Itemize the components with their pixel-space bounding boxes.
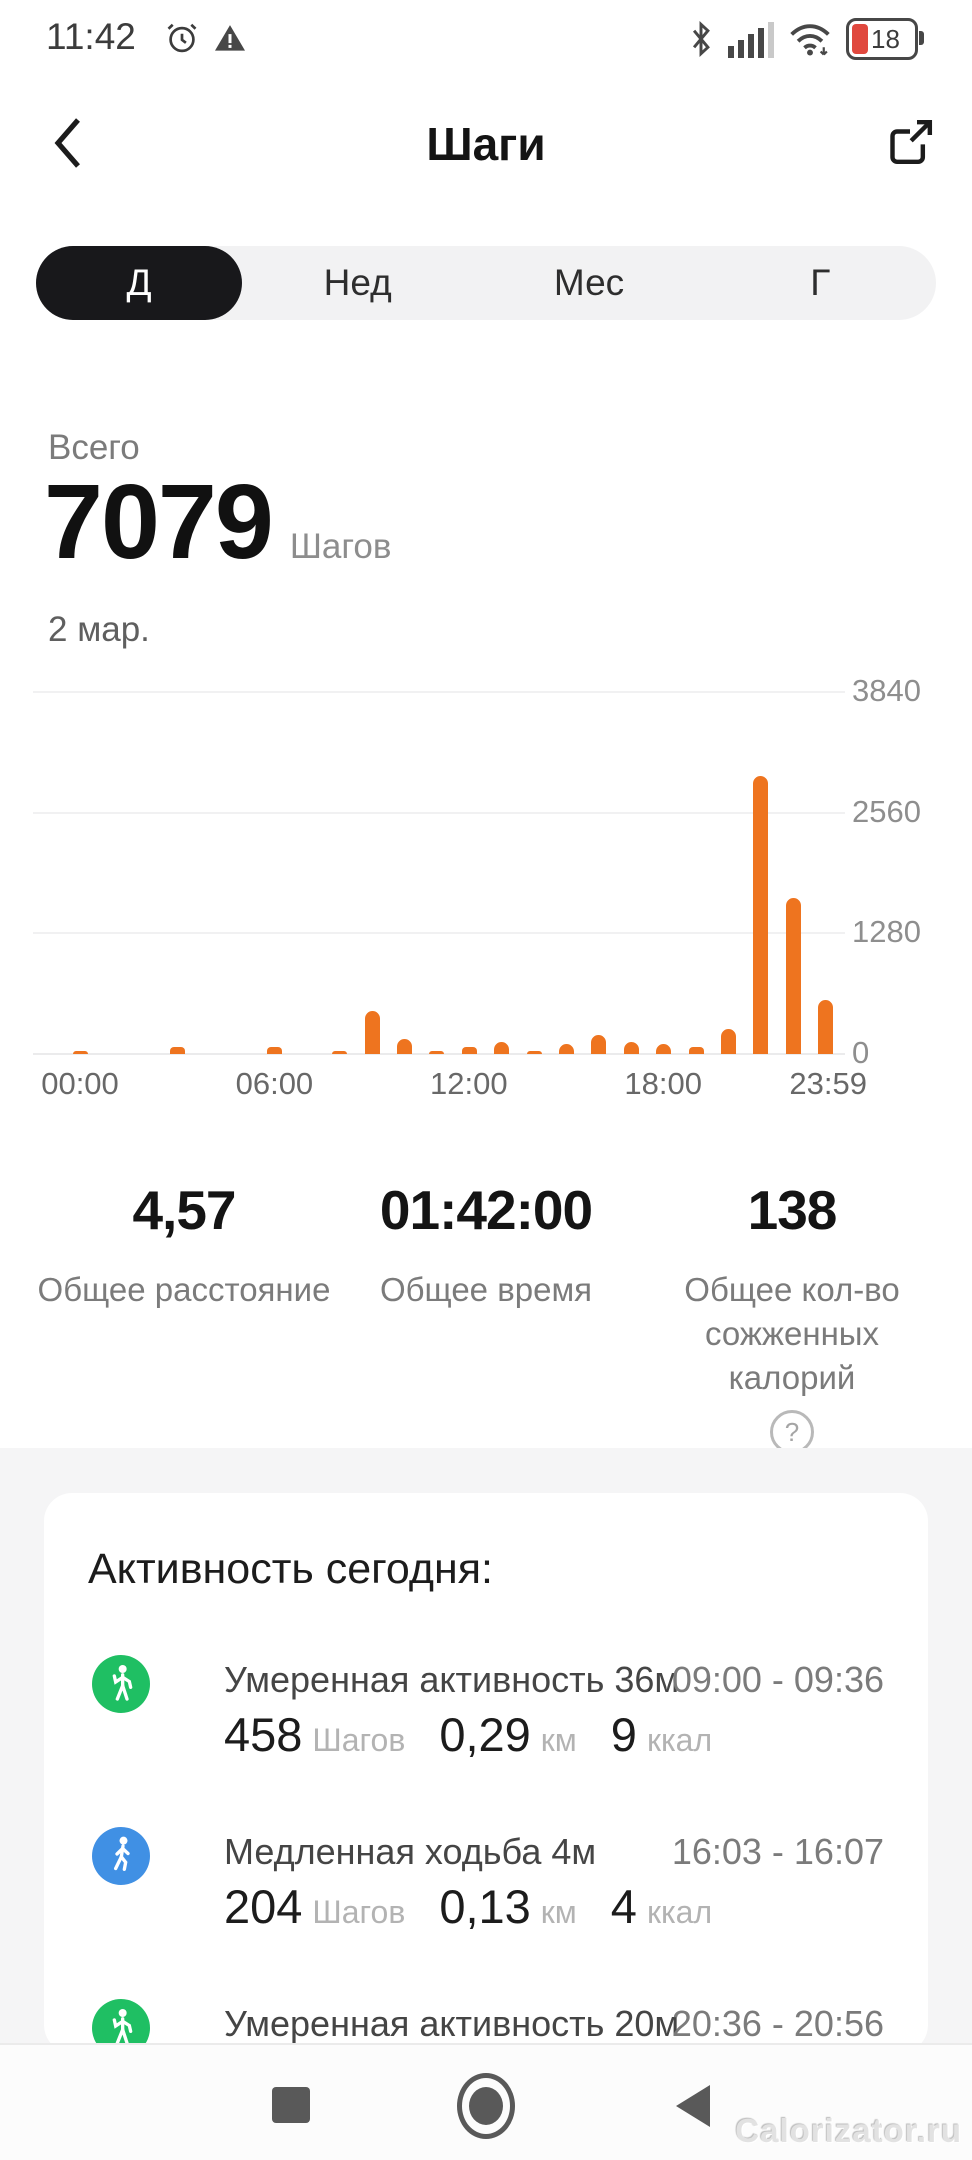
total-steps-value: 7079 bbox=[44, 463, 274, 581]
chart-bar bbox=[785, 898, 801, 1054]
tab-month[interactable]: Мес bbox=[553, 262, 625, 303]
activity-distance-unit: км bbox=[540, 1894, 577, 1930]
chart-y-tick: 1280 bbox=[852, 914, 921, 950]
chart-x-axis: 00:00 06:00 12:00 18:00 23:59 bbox=[0, 1066, 972, 1106]
chart-bar bbox=[267, 1047, 283, 1054]
alarm-icon bbox=[164, 20, 200, 56]
chart-x-tick: 18:00 bbox=[624, 1066, 702, 1101]
activity-distance: 0,13 bbox=[439, 1880, 531, 1933]
back-triangle-icon[interactable] bbox=[676, 2085, 710, 2127]
chart-bar bbox=[332, 1051, 348, 1054]
chart-y-tick: 0 bbox=[852, 1035, 870, 1070]
total-steps-unit: Шагов bbox=[289, 527, 392, 566]
activity-steps: 204 bbox=[224, 1880, 303, 1933]
activity-title: Умеренная активность 36м bbox=[224, 1659, 680, 1700]
total-distance: 4,57 Общее расстояние bbox=[14, 1178, 354, 1312]
chart-bar bbox=[364, 1011, 380, 1054]
chart-bar bbox=[559, 1044, 574, 1054]
activity-time: 16:03 - 16:07 bbox=[671, 1831, 884, 1872]
activity-stats: 204 Шагов 0,13 км 4 ккал bbox=[224, 1879, 712, 1934]
activity-card-title: Активность сегодня: bbox=[88, 1545, 493, 1593]
tab-day[interactable]: Д bbox=[36, 246, 242, 320]
total-time: 01:42:00 Общее время bbox=[316, 1178, 656, 1312]
activity-distance-unit: км bbox=[540, 1722, 577, 1758]
chart-bar bbox=[170, 1047, 186, 1054]
chart-gridline bbox=[33, 811, 845, 814]
total-calories-value: 138 bbox=[747, 1179, 838, 1241]
activity-calories: 4 bbox=[610, 1880, 637, 1933]
chart-bar bbox=[461, 1047, 477, 1054]
chart-bar bbox=[818, 1000, 834, 1054]
chart-bar bbox=[623, 1042, 639, 1054]
chart-bar bbox=[526, 1051, 542, 1054]
total-label: Всего bbox=[48, 428, 140, 467]
chart-x-tick: 23:59 bbox=[789, 1066, 867, 1101]
home-circle-icon[interactable] bbox=[457, 2073, 515, 2139]
status-icons: 18 bbox=[688, 18, 924, 60]
slow-walk-icon bbox=[92, 1827, 150, 1885]
activity-steps: 458 bbox=[224, 1708, 303, 1761]
steps-bar-chart: 0 1280 2560 3840 bbox=[0, 673, 972, 1070]
total-calories: 138 Общее кол-во сожженных калорий ? bbox=[622, 1178, 962, 1454]
chart-bar bbox=[397, 1039, 412, 1054]
battery-icon: 18 bbox=[846, 18, 924, 60]
total-time-value: 01:42:00 bbox=[379, 1179, 593, 1241]
period-tabs: Д Нед Мес Г bbox=[36, 246, 936, 320]
activity-stats: 458 Шагов 0,29 км 9 ккал bbox=[224, 1707, 712, 1762]
activity-title: Медленная ходьба 4м bbox=[224, 1831, 597, 1872]
recents-square-icon[interactable] bbox=[272, 2087, 310, 2123]
activity-row[interactable]: Умеренная активность 36м 09:00 - 09:36 4… bbox=[88, 1641, 884, 1791]
chart-bar bbox=[591, 1035, 607, 1054]
system-nav-bar: Calorizator.ru bbox=[0, 2043, 972, 2160]
chart-bar bbox=[429, 1051, 445, 1054]
chart-x-tick: 12:00 bbox=[430, 1066, 508, 1101]
selected-date: 2 мар. bbox=[48, 610, 150, 649]
activity-time: 09:00 - 09:36 bbox=[671, 1659, 884, 1700]
activity-card: Активность сегодня: Умеренная активность… bbox=[44, 1493, 928, 2057]
activity-steps-unit: Шагов bbox=[312, 1894, 406, 1930]
chart-bar bbox=[494, 1042, 510, 1054]
chart-bar bbox=[688, 1047, 704, 1054]
activity-row[interactable]: Умеренная активность 20м 20:36 - 20:56 bbox=[88, 1985, 884, 2135]
chart-bar bbox=[721, 1029, 736, 1054]
chart-bar bbox=[656, 1044, 672, 1054]
activity-calories-unit: ккал bbox=[646, 1722, 713, 1758]
chart-gridline bbox=[33, 1053, 845, 1055]
status-time: 11:42 bbox=[46, 16, 136, 57]
activity-calories-unit: ккал bbox=[646, 1894, 713, 1930]
total-distance-label: Общее расстояние bbox=[37, 1271, 331, 1308]
activity-distance: 0,29 bbox=[439, 1708, 531, 1761]
chart-gridline bbox=[33, 691, 845, 693]
chart-gridline bbox=[33, 932, 845, 935]
total-distance-value: 4,57 bbox=[132, 1179, 236, 1241]
activity-title: Умеренная активность 20м bbox=[224, 2003, 680, 2044]
tab-week[interactable]: Нед bbox=[323, 262, 392, 303]
activity-calories: 9 bbox=[610, 1708, 637, 1761]
chart-bar bbox=[73, 1051, 88, 1054]
chart-x-tick: 06:00 bbox=[235, 1066, 314, 1101]
chart-x-tick: 00:00 bbox=[41, 1066, 119, 1101]
battery-level: 18 bbox=[871, 23, 900, 54]
tab-year[interactable]: Г bbox=[810, 262, 831, 303]
total-time-label: Общее время bbox=[379, 1271, 593, 1308]
warning-icon bbox=[212, 20, 248, 56]
activity-time: 20:36 - 20:56 bbox=[671, 2003, 884, 2044]
activity-row[interactable]: Медленная ходьба 4м 16:03 - 16:07 204 Ша… bbox=[88, 1813, 884, 1963]
activity-steps-unit: Шагов bbox=[312, 1722, 406, 1758]
bluetooth-icon bbox=[688, 20, 714, 58]
share-icon[interactable] bbox=[882, 114, 938, 170]
cell-signal-icon bbox=[728, 20, 774, 58]
battery-fill bbox=[852, 24, 868, 54]
chart-y-tick: 2560 bbox=[852, 793, 921, 829]
back-button[interactable] bbox=[44, 112, 96, 174]
wifi-icon bbox=[788, 20, 832, 58]
total-calories-label: Общее кол-во сожженных калорий bbox=[684, 1271, 900, 1396]
chart-y-tick: 3840 bbox=[852, 673, 921, 708]
chart-bar bbox=[753, 776, 769, 1054]
moderate-activity-icon bbox=[92, 1655, 150, 1713]
page-title: Шаги bbox=[426, 118, 546, 170]
watermark: Calorizator.ru bbox=[735, 2112, 962, 2149]
